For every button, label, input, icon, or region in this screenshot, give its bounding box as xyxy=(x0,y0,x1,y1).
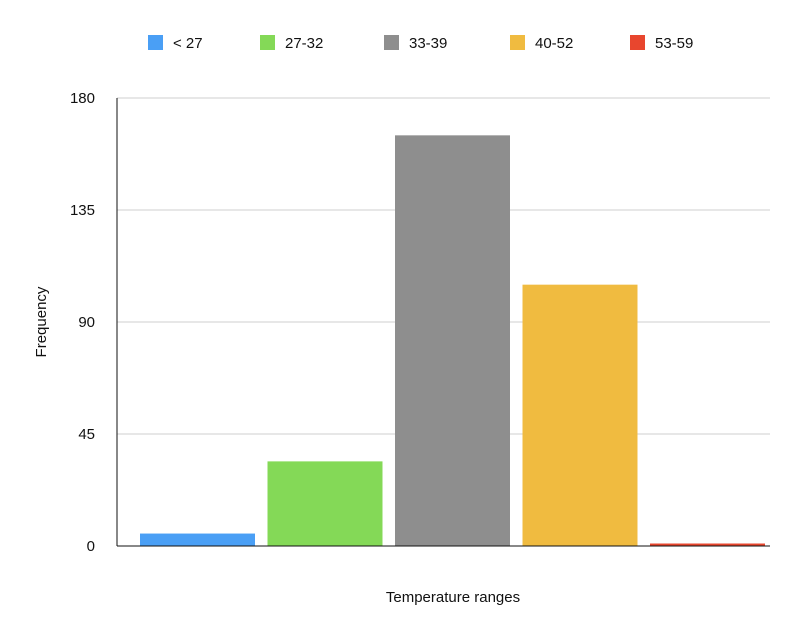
legend-swatch xyxy=(630,35,645,50)
legend-label: < 27 xyxy=(173,35,203,52)
legend-swatch xyxy=(148,35,163,50)
bar-2 xyxy=(267,461,383,546)
legend-item: < 27 xyxy=(148,35,203,52)
bar-3 xyxy=(395,135,510,547)
y-tick-label: 135 xyxy=(70,202,95,219)
legend-item: 33-39 xyxy=(384,35,447,52)
legend-swatch xyxy=(260,35,275,50)
legend: < 27 27-32 33-39 40-52 53-59 xyxy=(148,35,693,52)
y-axis-title: Frequency xyxy=(33,286,50,357)
y-tick-label: 0 xyxy=(87,538,95,555)
x-axis-title: Temperature ranges xyxy=(386,589,520,606)
legend-label: 33-39 xyxy=(409,35,447,52)
y-tick-label: 90 xyxy=(78,314,95,331)
bar-5 xyxy=(650,543,765,546)
legend-label: 27-32 xyxy=(285,35,323,52)
y-tick-label: 45 xyxy=(78,426,95,443)
legend-label: 40-52 xyxy=(535,35,573,52)
legend-swatch xyxy=(384,35,399,50)
legend-item: 27-32 xyxy=(260,35,323,52)
y-axis-ticks: 0 45 90 135 180 xyxy=(70,90,95,555)
y-tick-label: 180 xyxy=(70,90,95,107)
legend-item: 53-59 xyxy=(630,35,693,52)
bars xyxy=(140,135,765,547)
bar-1 xyxy=(140,533,255,546)
legend-item: 40-52 xyxy=(510,35,573,52)
legend-swatch xyxy=(510,35,525,50)
legend-label: 53-59 xyxy=(655,35,693,52)
bar-4 xyxy=(522,284,638,546)
